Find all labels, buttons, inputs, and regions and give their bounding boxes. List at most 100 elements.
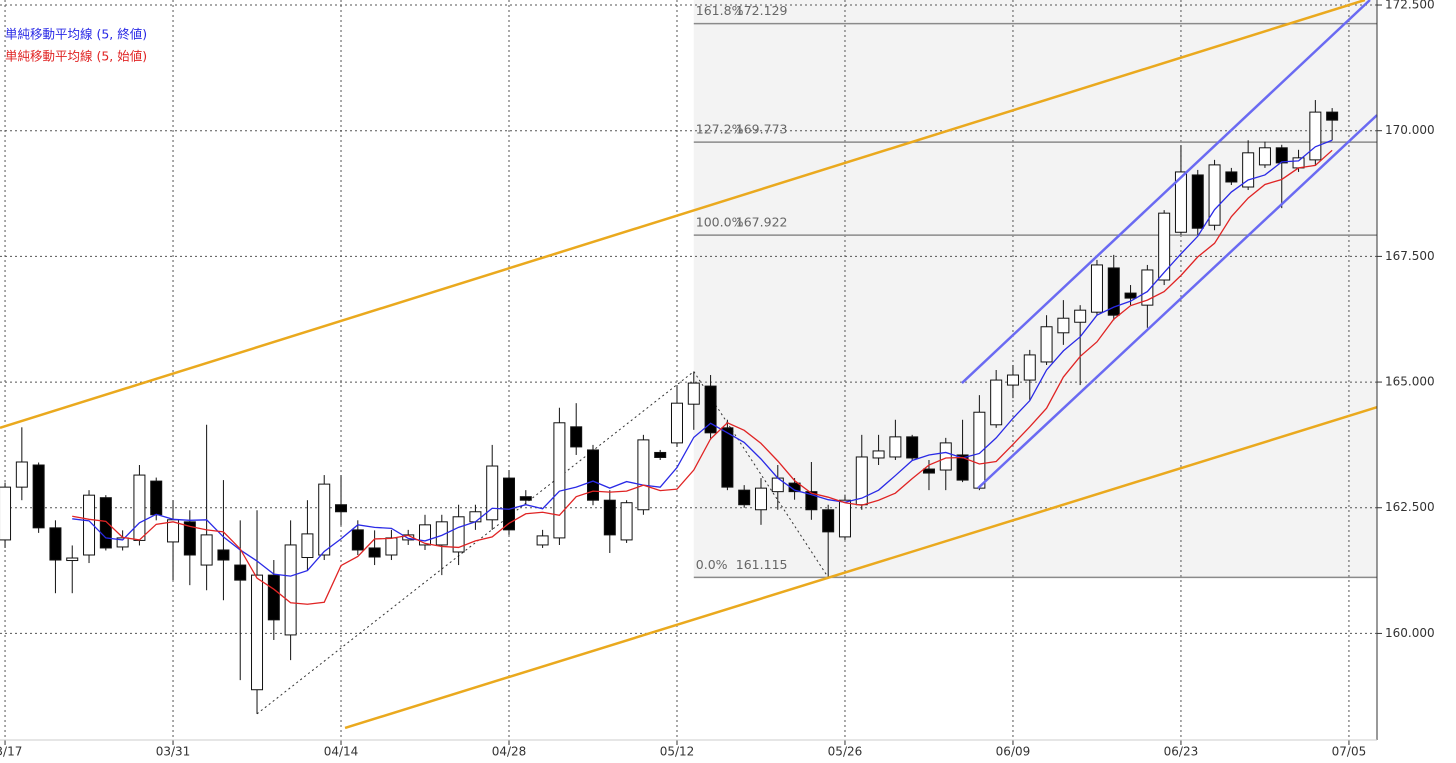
x-tick-label: 03/31: [156, 745, 191, 759]
candle-body: [1006, 374, 1019, 386]
candle-body: [922, 468, 935, 474]
candle-body: [1090, 264, 1103, 313]
candle-body: [15, 461, 28, 488]
candle-body: [738, 489, 751, 506]
y-tick-label: 172.500: [1385, 0, 1435, 12]
candle-body: [1158, 212, 1171, 281]
candle-body: [570, 426, 583, 448]
candle-body: [0, 486, 12, 541]
trend-line: [977, 114, 1378, 490]
candle-body: [133, 474, 146, 541]
trend-line: [961, 0, 1371, 384]
fib-ratio: 100.0%: [696, 215, 744, 230]
candle-body: [49, 527, 62, 561]
candle-body: [486, 465, 499, 521]
candle-body: [788, 482, 801, 493]
candle-body: [805, 491, 818, 511]
fib-ratio: 0.0%: [696, 557, 728, 572]
legend-entry: 単純移動平均線 (5, 終値): [5, 27, 147, 42]
x-tick-label: 03/17: [0, 745, 22, 759]
candle-body: [519, 496, 532, 501]
candle-body: [1057, 317, 1070, 334]
candle-body: [939, 442, 952, 471]
candle-body: [1258, 147, 1271, 166]
candle-body: [99, 497, 112, 549]
candle-body: [32, 464, 45, 529]
candle-body: [1309, 111, 1322, 161]
candle-body: [1208, 164, 1221, 226]
candle-body: [670, 402, 683, 444]
candle-body: [83, 494, 96, 556]
candle-body: [620, 502, 633, 541]
candle-body: [1040, 326, 1053, 363]
candle-body: [822, 509, 835, 533]
candle-body: [368, 547, 381, 558]
candle-body: [906, 436, 919, 459]
y-tick-label: 167.500: [1385, 249, 1435, 263]
candle-body: [687, 382, 700, 405]
candle-body: [990, 379, 1003, 426]
x-tick-label: 06/23: [1164, 745, 1199, 759]
candle-body: [754, 487, 767, 511]
candle-body: [637, 439, 650, 511]
candle-body: [503, 477, 516, 531]
y-tick-label: 170.000: [1385, 123, 1435, 137]
candle-body: [721, 427, 734, 488]
legend-entry: 単純移動平均線 (5, 始値): [5, 49, 147, 64]
candle-body: [838, 499, 851, 538]
candle-body: [872, 450, 885, 459]
fib-value: 167.922: [736, 215, 788, 230]
fib-value: 172.129: [736, 3, 788, 18]
candle-body: [1292, 157, 1305, 169]
candle-body: [1107, 267, 1120, 316]
fib-value: 169.773: [736, 122, 788, 137]
candle-body: [66, 557, 79, 562]
x-tick-label: 04/28: [492, 745, 527, 759]
y-tick-label: 162.500: [1385, 500, 1435, 514]
x-tick-label: 05/12: [660, 745, 695, 759]
y-tick-label: 165.000: [1385, 375, 1435, 389]
candle-body: [469, 511, 482, 523]
candle-body: [217, 549, 230, 561]
candle-body: [1074, 309, 1087, 323]
candle-body: [284, 544, 297, 636]
candle-body: [1242, 152, 1255, 188]
fib-area: [693, 0, 1377, 578]
candle-body: [318, 483, 331, 556]
candle-body: [150, 480, 163, 516]
trend-line: [344, 406, 1378, 730]
candle-body: [183, 521, 196, 556]
lines: [0, 0, 1378, 730]
candle-body: [704, 385, 717, 434]
x-tick-label: 04/14: [324, 745, 359, 759]
candle-body: [1225, 171, 1238, 183]
candle-body: [536, 535, 549, 546]
ma-line: [72, 149, 1333, 605]
candle-body: [1124, 292, 1137, 299]
candle-body: [385, 537, 398, 556]
candle-body: [1174, 171, 1187, 233]
fib-ratio: 127.2%: [696, 122, 744, 137]
candle-body: [956, 454, 969, 481]
candle-body: [1141, 269, 1154, 306]
x-tick-label: 06/09: [996, 745, 1031, 759]
x-tick-label: 07/05: [1332, 745, 1367, 759]
candle-body: [654, 451, 667, 458]
candle-body: [452, 516, 465, 553]
candle-body: [301, 533, 314, 559]
candle-body: [1023, 354, 1036, 381]
candle-body: [419, 524, 432, 546]
candle-body: [603, 499, 616, 536]
fib-value: 161.115: [736, 557, 788, 572]
candles: [0, 100, 1339, 714]
x-tick-label: 05/26: [828, 745, 863, 759]
fib-ratio: 161.8%: [696, 3, 744, 18]
candle-body: [267, 574, 280, 621]
candle-body: [234, 564, 247, 581]
candle-body: [586, 449, 599, 501]
back-layer: [693, 0, 1377, 578]
candle-body: [1326, 111, 1339, 121]
candle-body: [335, 504, 348, 513]
